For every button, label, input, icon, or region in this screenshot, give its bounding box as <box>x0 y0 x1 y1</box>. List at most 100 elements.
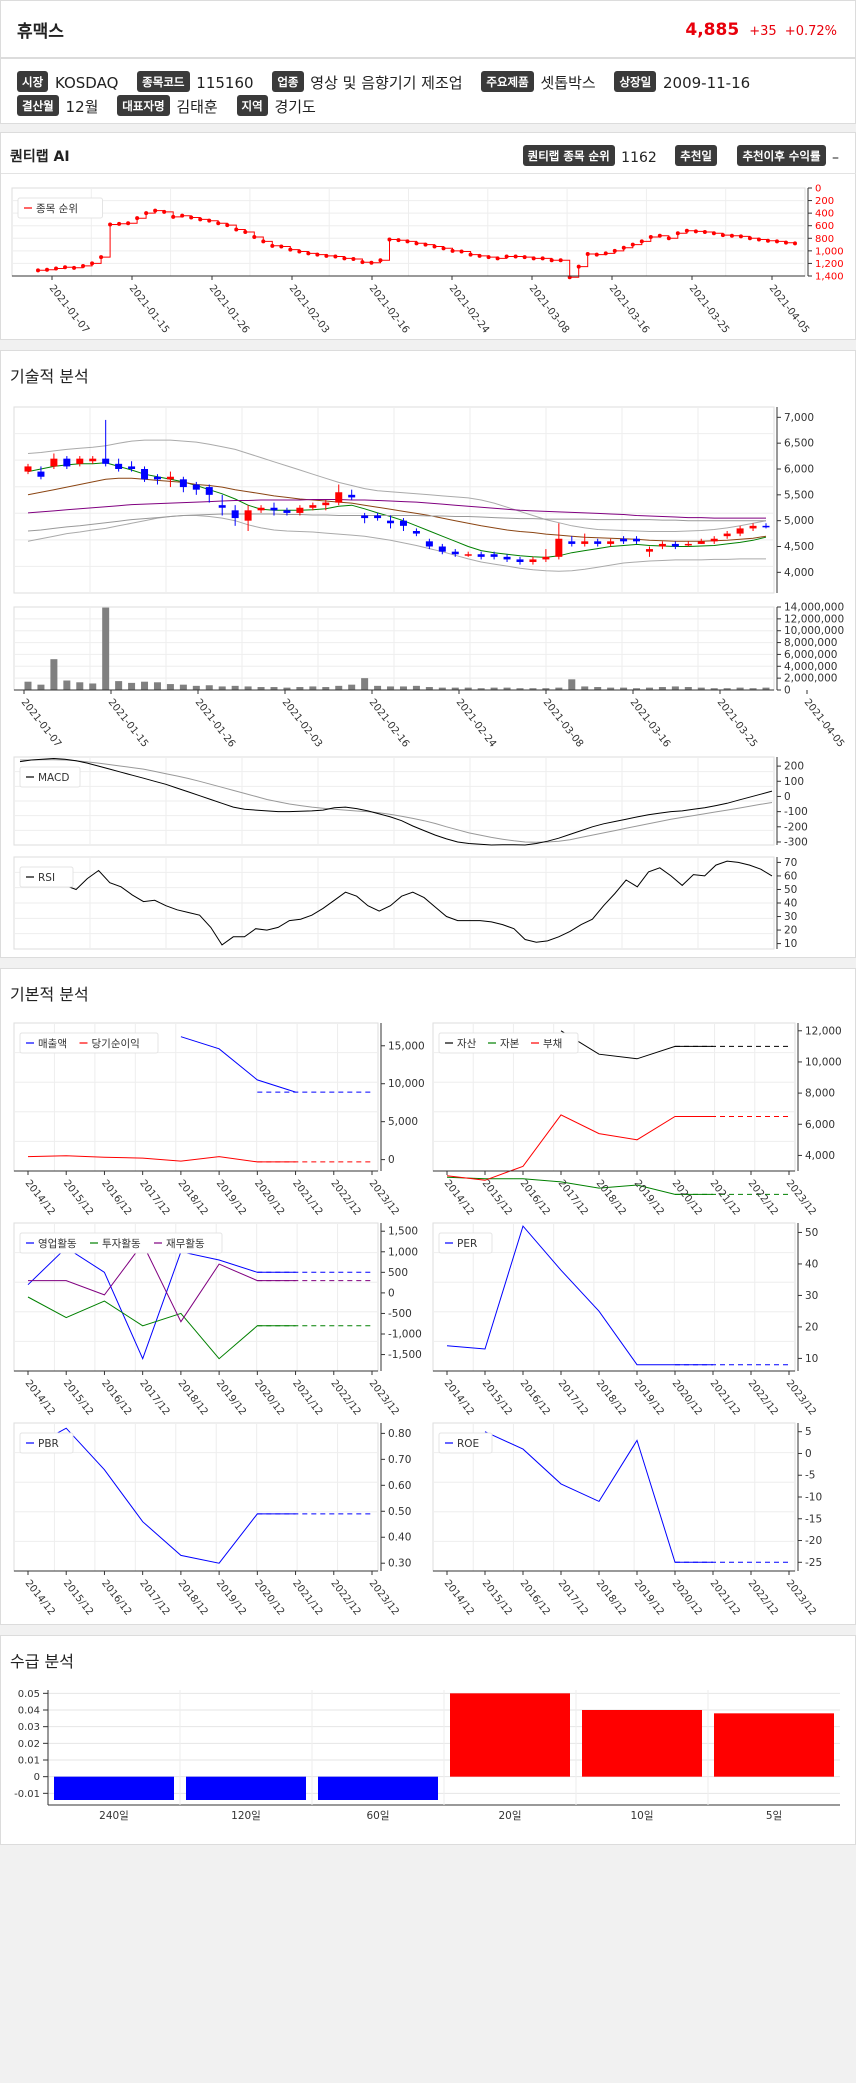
pbr-x-label: 2023/12 <box>367 1578 401 1618</box>
volume-bar <box>749 688 757 690</box>
pbr-legend-box <box>19 1432 74 1454</box>
sales-y-label: 0 <box>388 1154 395 1166</box>
rank-point <box>783 240 788 245</box>
ceo-tag: 대표자명 <box>117 95 170 116</box>
candle-body <box>309 505 317 508</box>
volume-y-label: 0 <box>784 685 791 697</box>
rank-point <box>540 256 545 261</box>
info-card: 시장 KOSDAQ 종목코드 115160 업종 영상 및 음향기기 제조업 주… <box>0 58 856 124</box>
rsi-legend-box <box>19 866 74 888</box>
rank-x-label: 2021-02-03 <box>287 283 331 336</box>
rank-point <box>54 266 59 271</box>
rank-point <box>72 265 77 270</box>
volume-bar <box>192 685 200 690</box>
candle-body <box>529 559 537 562</box>
cashflow-y-label: -1,000 <box>388 1329 422 1341</box>
rank-point <box>351 257 356 262</box>
candle-body <box>128 466 136 469</box>
candle-y-label: 6,500 <box>784 438 814 450</box>
volume-bar <box>348 684 356 690</box>
supply-bar <box>582 1710 702 1777</box>
cashflow-x-label: 2020/12 <box>252 1378 286 1418</box>
cashflow-line-재무활동 <box>28 1242 296 1323</box>
volume-bar <box>399 686 407 690</box>
candle-y-label: 7,000 <box>784 412 814 424</box>
balance-y-label: 4,000 <box>805 1150 835 1162</box>
candle-body <box>749 525 757 529</box>
volume-bar <box>490 687 498 690</box>
rank-point <box>108 222 113 227</box>
pbr-x-label: 2021/12 <box>290 1578 324 1618</box>
rank-point <box>459 249 464 254</box>
candle-body <box>218 505 226 508</box>
rank-y-label: 1,200 <box>815 259 844 270</box>
volume-y-label: 12,000,000 <box>784 613 844 625</box>
pbr-x-label: 2016/12 <box>99 1578 133 1618</box>
rank-point <box>369 260 374 265</box>
candle-body <box>607 541 615 544</box>
rank-point <box>720 233 725 238</box>
volume-bar <box>697 687 705 690</box>
cashflow-y-label: 500 <box>388 1267 408 1279</box>
tech-title: 기술적 분석 <box>10 367 89 386</box>
rank-point <box>648 235 653 240</box>
per-y-label: 10 <box>805 1353 818 1365</box>
rank-point <box>315 252 320 257</box>
cashflow-legend-label: 영업활동 <box>38 1237 77 1250</box>
supply-bar <box>186 1776 306 1800</box>
balance-x-label: 2015/12 <box>480 1178 514 1218</box>
rank-point <box>603 251 608 256</box>
volume-y-label: 10,000,000 <box>784 625 844 637</box>
cashflow-y-label: 1,500 <box>388 1226 418 1238</box>
sales-x-label: 2014/12 <box>23 1178 57 1218</box>
volume-bar <box>425 687 433 690</box>
volume-bar <box>153 682 161 690</box>
ma-line-4 <box>27 513 766 532</box>
rsi-line <box>19 860 773 946</box>
volume-bar <box>684 687 692 690</box>
sales-legend: 매출액 당기순이익 <box>19 1032 159 1054</box>
rank-x-label: 2021-03-16 <box>607 283 651 336</box>
rank-point <box>414 241 419 246</box>
roe-y-label: -15 <box>805 1513 822 1525</box>
roe-x-label: 2020/12 <box>670 1578 704 1618</box>
volume-bar <box>568 679 576 690</box>
candle-body <box>102 458 110 464</box>
per-y-label: 40 <box>805 1258 818 1270</box>
listing-tag: 상장일 <box>614 71 657 92</box>
volume-bar <box>762 687 770 690</box>
rank-point <box>468 252 473 257</box>
volume-bar <box>24 681 32 690</box>
per-y-label: 50 <box>805 1227 818 1239</box>
balance-legend: 자산 자본 부채 <box>438 1032 579 1054</box>
macd-y-label: 100 <box>784 776 804 788</box>
volume-bar <box>322 687 330 690</box>
rec-date-tag: 추천일 <box>675 145 718 166</box>
market-value: KOSDAQ <box>54 74 119 92</box>
per-x-label: 2019/12 <box>632 1378 666 1418</box>
rank-point <box>549 258 554 263</box>
rank-y-label: 1,000 <box>815 246 844 257</box>
candle-body <box>633 538 641 542</box>
rank-point <box>63 265 68 270</box>
candle-body <box>723 533 731 537</box>
code-tag: 종목코드 <box>137 71 190 92</box>
volume-bar <box>438 687 446 690</box>
rank-point <box>324 253 329 258</box>
per-legend-box <box>438 1232 493 1254</box>
rank-point <box>522 255 527 260</box>
candle-body <box>581 541 589 544</box>
balance-x-label: 2019/12 <box>632 1178 666 1218</box>
roe-x-label: 2014/12 <box>442 1578 476 1618</box>
volume-bar <box>102 607 110 690</box>
candle-body <box>671 543 679 547</box>
supply-bar <box>714 1713 834 1777</box>
candle-body <box>516 559 524 562</box>
rank-point <box>432 244 437 249</box>
sales-x-label: 2022/12 <box>328 1178 362 1218</box>
volume-bar <box>645 687 653 690</box>
rank-point <box>594 252 599 257</box>
candle-body <box>464 554 472 556</box>
balance-legend-label: 자산 <box>457 1038 477 1050</box>
rank-point <box>270 243 275 248</box>
